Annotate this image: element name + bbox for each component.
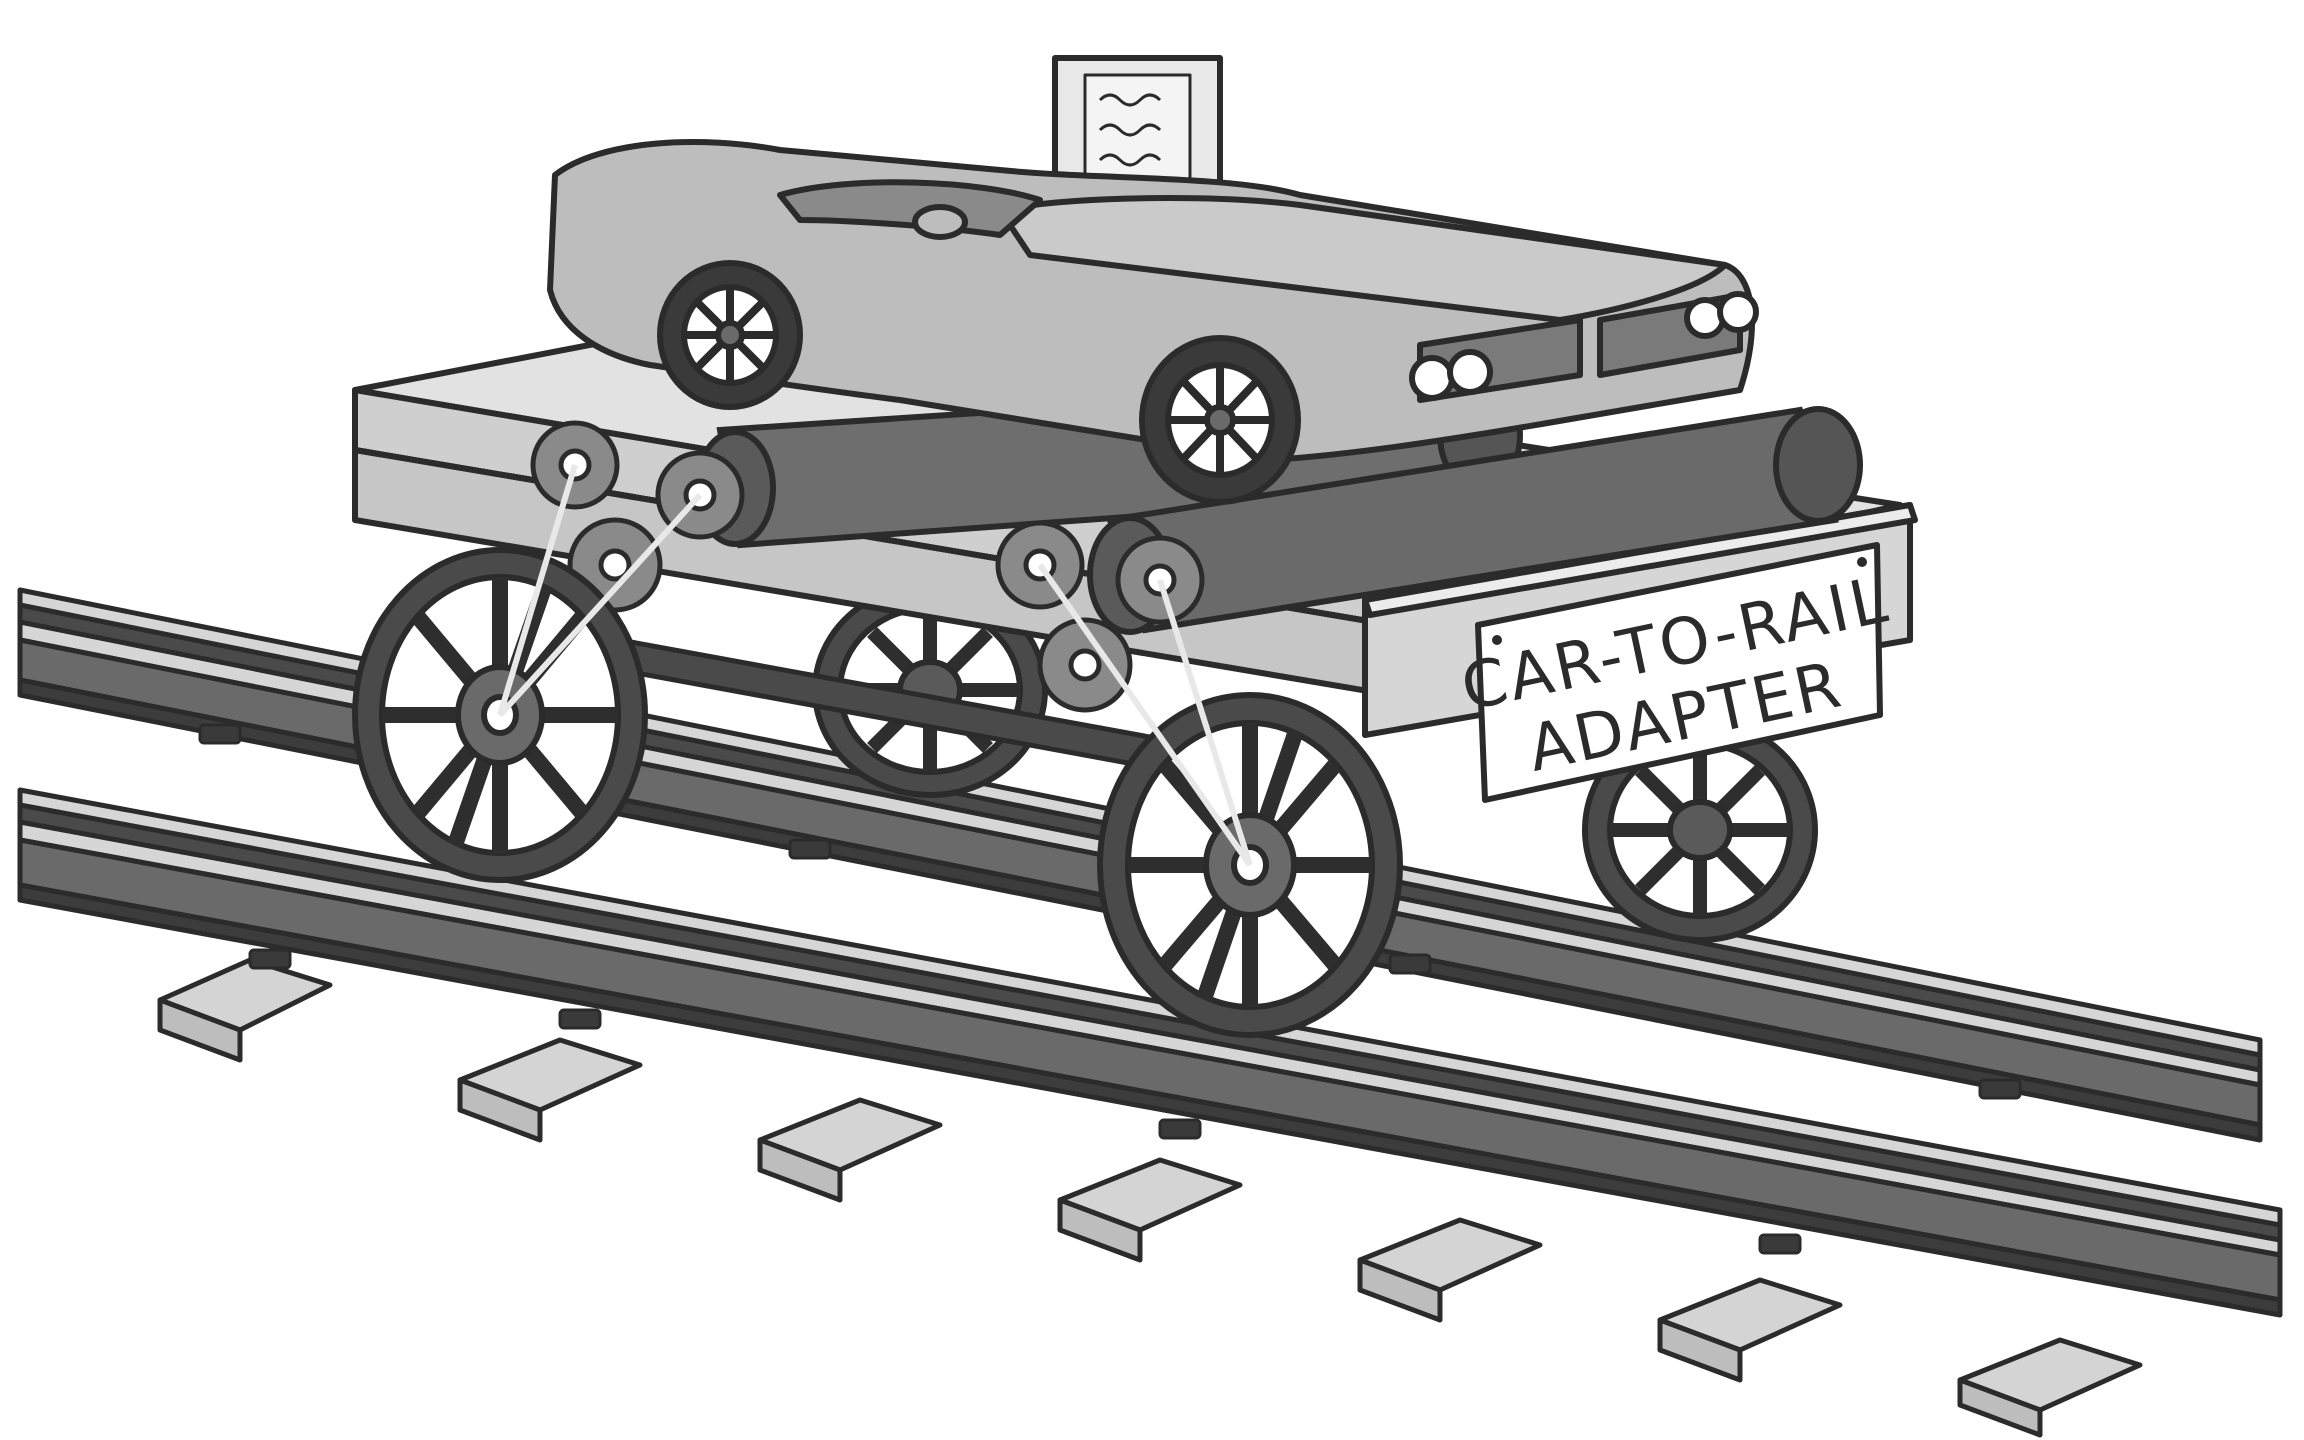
car-front-wheel bbox=[1139, 335, 1301, 505]
headlights bbox=[1409, 291, 1759, 401]
drive-belts bbox=[497, 464, 1253, 867]
rail-clips bbox=[198, 723, 2022, 1255]
convertible-car bbox=[547, 55, 1759, 505]
car-interior bbox=[777, 179, 1043, 238]
railroad-ties bbox=[157, 957, 2143, 1438]
front-rail bbox=[17, 787, 2283, 1318]
side-mirror bbox=[912, 204, 968, 240]
car-hood bbox=[997, 195, 1728, 323]
car-rear-wheel bbox=[657, 260, 803, 410]
